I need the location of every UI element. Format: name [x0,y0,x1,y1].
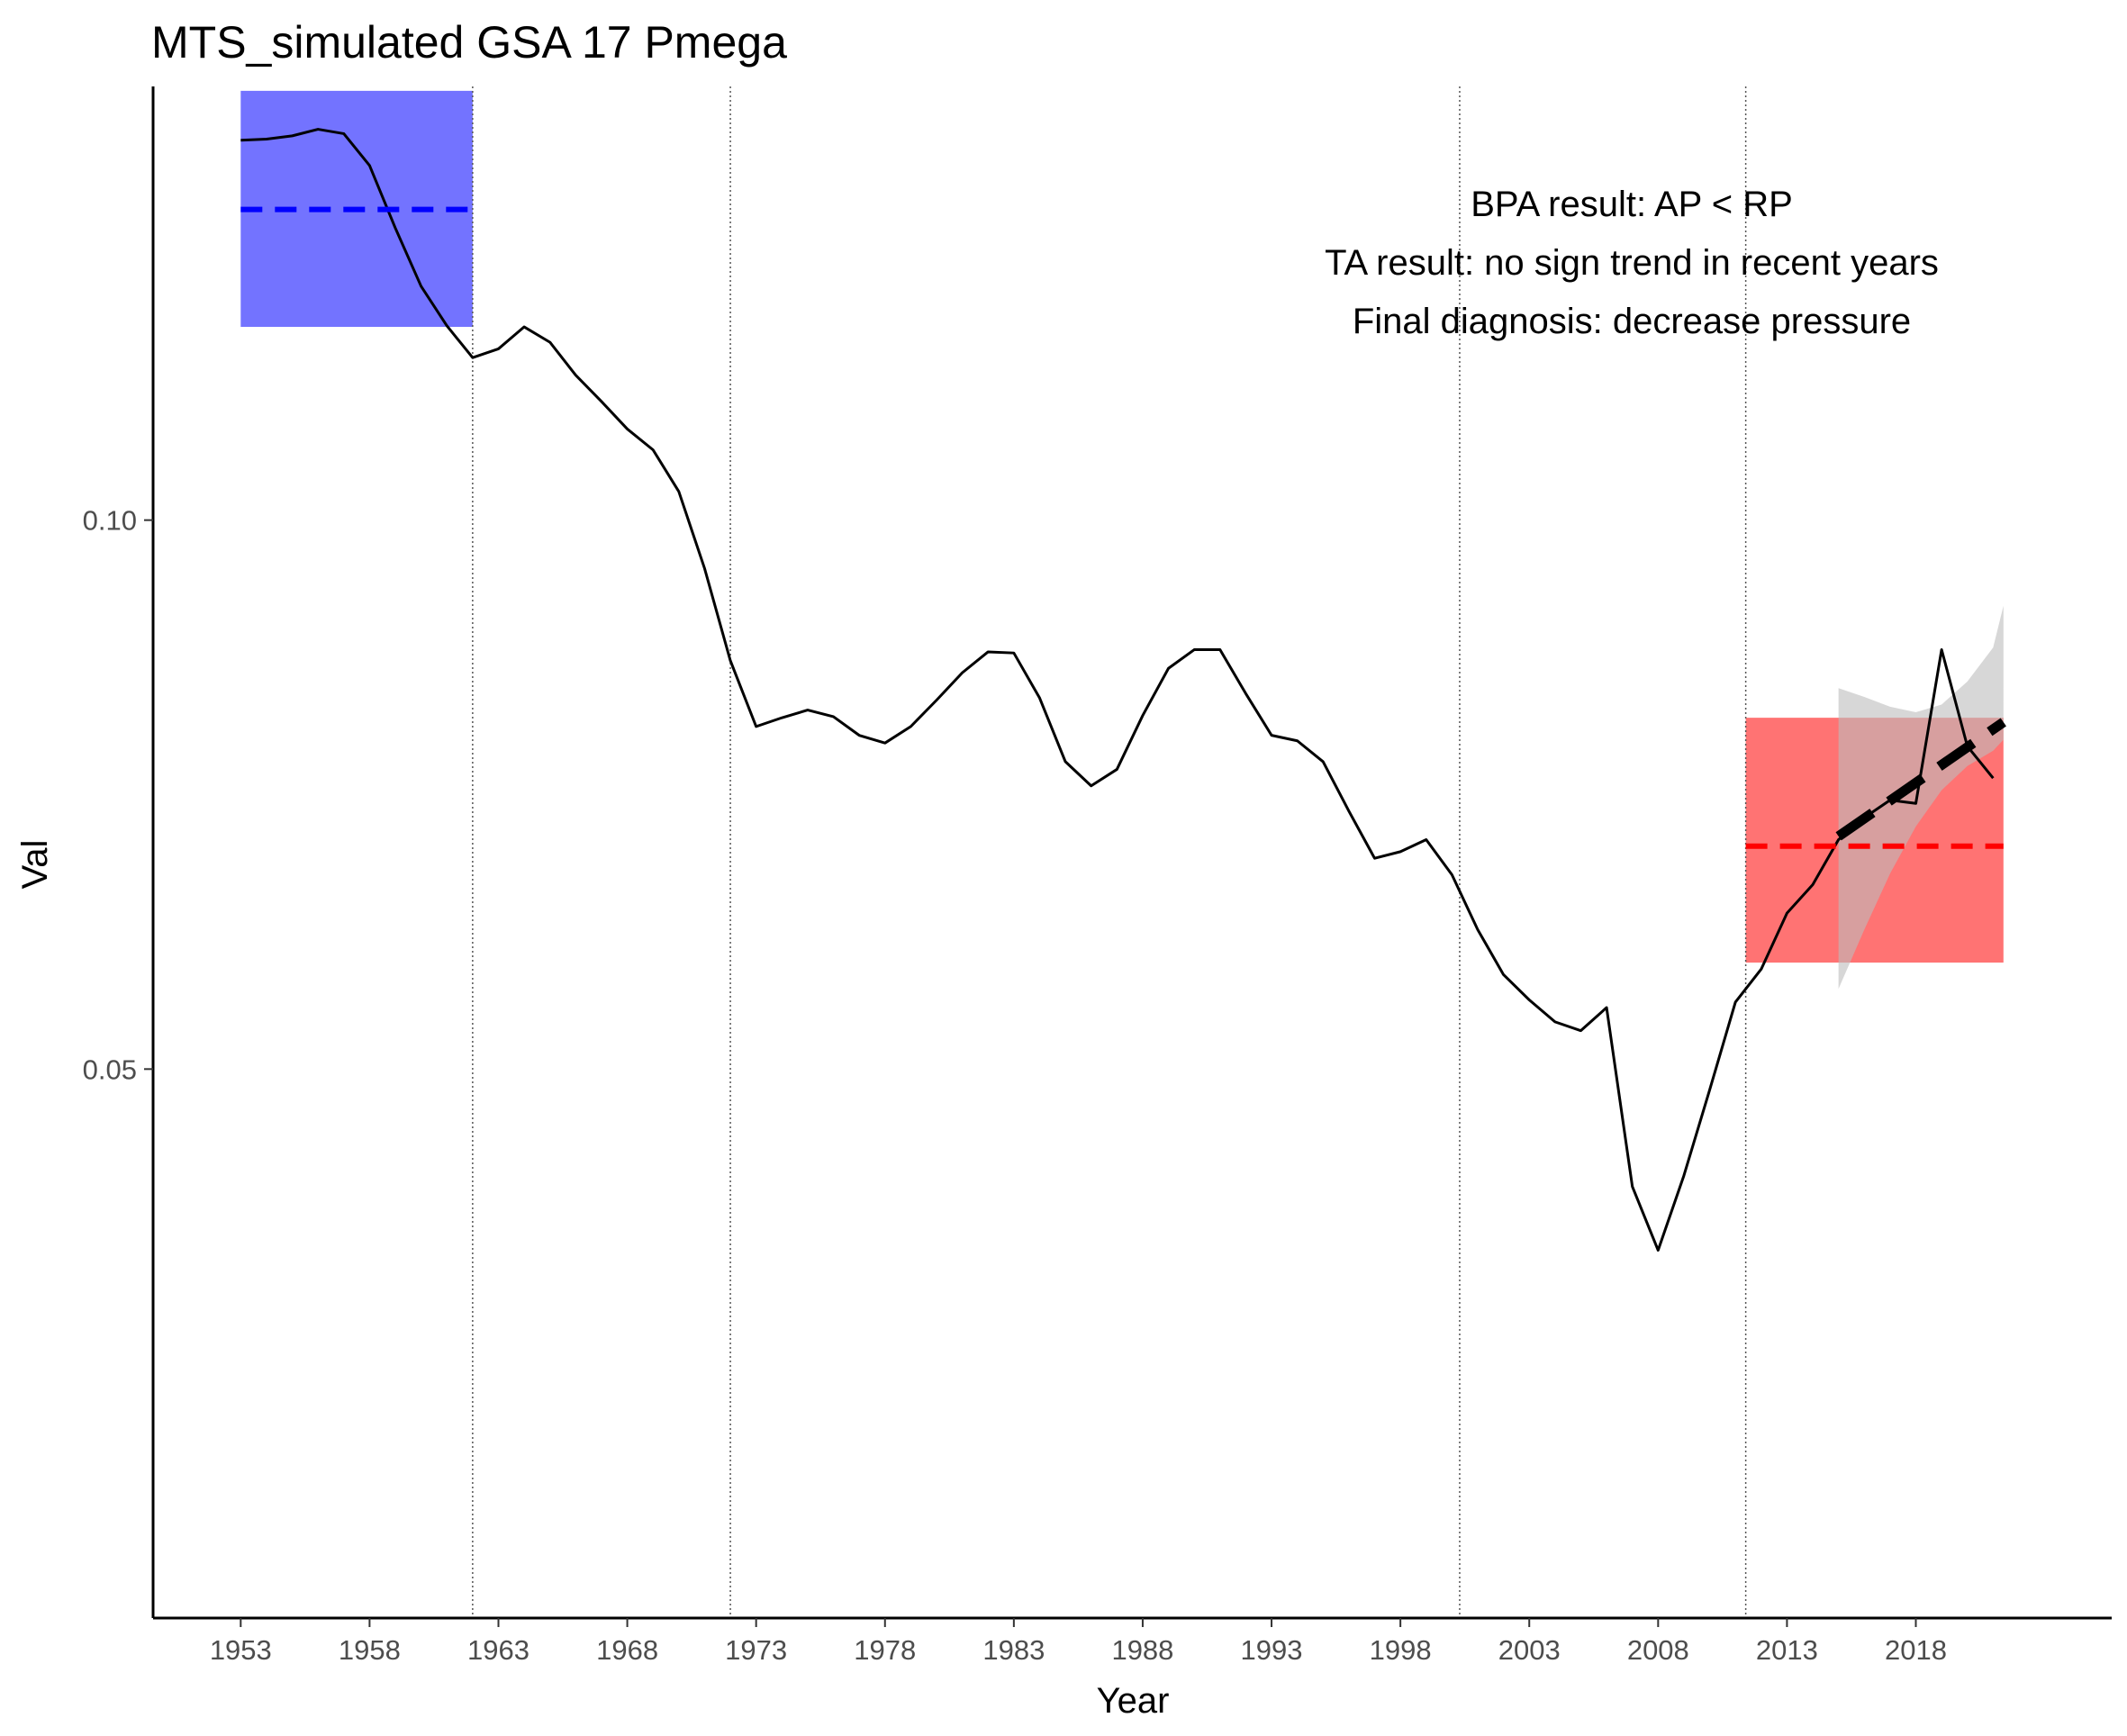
y-axis-label: Val [15,840,55,890]
trend-line [1835,718,2006,841]
confidence-band [1838,605,2004,990]
annotation-diagnosis: Final diagnosis: decrease pressure [1353,302,1911,341]
series-lines [240,128,1995,1252]
x-axis-ticks: 1953 1958 1963 1968 1973 1978 1983 1988 1993 1998… [210,1618,1947,1666]
trend-line-segment [1835,718,2006,841]
x-tick-label: 1978 [854,1634,916,1666]
x-axis-label: Year [1097,1681,1170,1721]
x-tick-label: 1953 [210,1634,272,1666]
chart-title: MTS_simulated GSA 17 Pmega [151,17,787,68]
x-tick-label: 1983 [982,1634,1045,1666]
trend-confidence-band [1838,605,2004,990]
x-tick-label: 2003 [1498,1634,1561,1666]
y-tick-label: 0.05 [83,1053,137,1085]
x-tick-label: 1988 [1111,1634,1173,1666]
x-tick-label: 1963 [467,1634,529,1666]
x-tick-label: 2008 [1627,1634,1689,1666]
x-tick-label: 1973 [725,1634,787,1666]
series-line [240,128,1995,1252]
y-axis-ticks: 0.05 0.10 [83,505,153,1085]
x-tick-label: 1968 [596,1634,658,1666]
period-separators [472,86,1747,1618]
annotation-ta: TA result: no sign trend in recent years [1325,243,1939,283]
annotation-bpa: BPA result: AP < RP [1471,185,1793,224]
x-tick-label: 2013 [1756,1634,1818,1666]
period-mean-lines [240,206,2004,849]
x-tick-label: 1998 [1370,1634,1432,1666]
x-tick-label: 1993 [1241,1634,1303,1666]
x-tick-label: 1958 [339,1634,401,1666]
y-tick-label: 0.10 [83,505,137,537]
x-tick-label: 2018 [1885,1634,1947,1666]
